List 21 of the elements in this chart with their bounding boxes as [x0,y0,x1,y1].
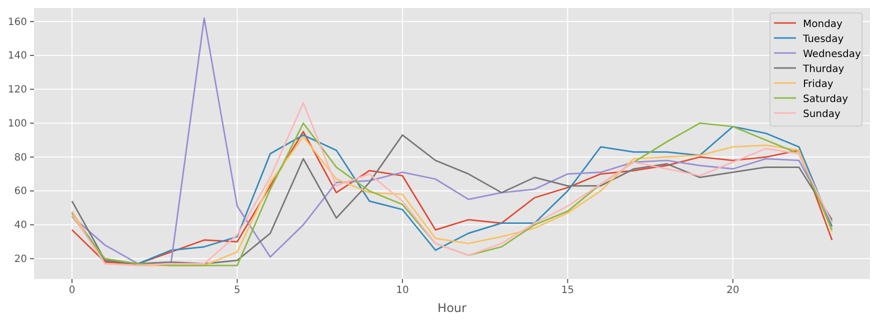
x-tick-label: 15 [561,285,574,296]
legend-label: Wednesday [803,49,861,60]
x-tick-label: 20 [726,285,740,296]
y-tick-label: 80 [14,152,27,164]
x-axis-title: Hour [438,301,467,315]
y-tick-label: 100 [8,118,27,130]
y-tick-label: 120 [8,84,27,96]
legend-label: Friday [803,79,834,90]
x-tick-label: 5 [234,285,240,296]
y-tick-label: 140 [8,50,27,62]
y-tick-label: 60 [14,186,27,198]
y-tick-label: 160 [8,16,27,28]
y-tick-label: 40 [14,220,27,231]
legend-label: Saturday [803,94,848,105]
x-tick-label: 0 [68,285,76,296]
legend-label: Thurday [802,64,844,75]
legend-label: Sunday [803,109,840,120]
y-tick-label: 20 [14,254,27,265]
legend-label: Monday [803,19,843,30]
legend-label: Tuesday [802,34,844,45]
x-tick-label: 10 [396,285,409,296]
